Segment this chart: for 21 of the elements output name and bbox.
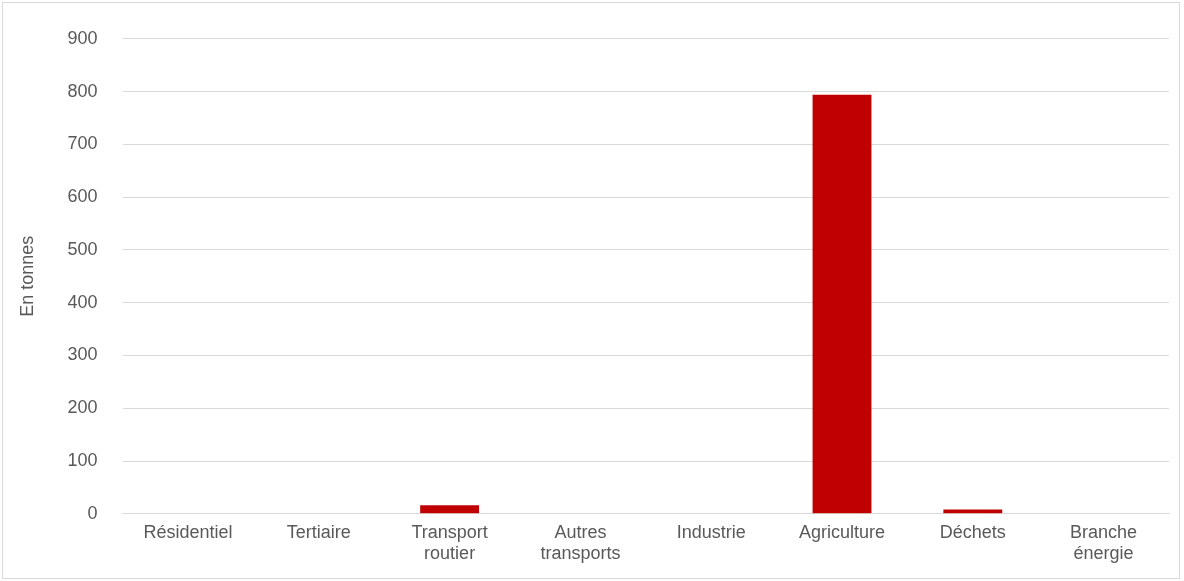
y-tick-label: 700 [67,133,98,154]
y-tick-label: 800 [67,80,98,101]
y-tick-label: 400 [67,291,98,312]
x-tick-label: Agriculture [798,521,886,542]
x-tick-label: Résidentiel [143,521,233,542]
y-tick-label: 0 [87,502,98,523]
bar [420,505,480,514]
x-tick-label: Tertiaire [286,521,351,542]
y-tick-label: 100 [67,449,98,470]
y-tick-label: 500 [67,238,98,259]
x-tick-label: Autres transports [540,521,621,564]
y-tick-label: 900 [67,27,98,48]
y-tick-label: 300 [67,344,98,365]
bar [812,94,872,514]
x-tick-label: Industrie [676,521,746,542]
x-tick-label: Déchets [939,521,1006,542]
y-tick-label: 600 [67,186,98,207]
x-tick-label: Transport routier [411,521,488,564]
y-tick-label: 200 [67,397,98,418]
x-tick-label: Branche énergie [1070,521,1138,564]
y-axis-title: En tonnes [16,235,37,317]
